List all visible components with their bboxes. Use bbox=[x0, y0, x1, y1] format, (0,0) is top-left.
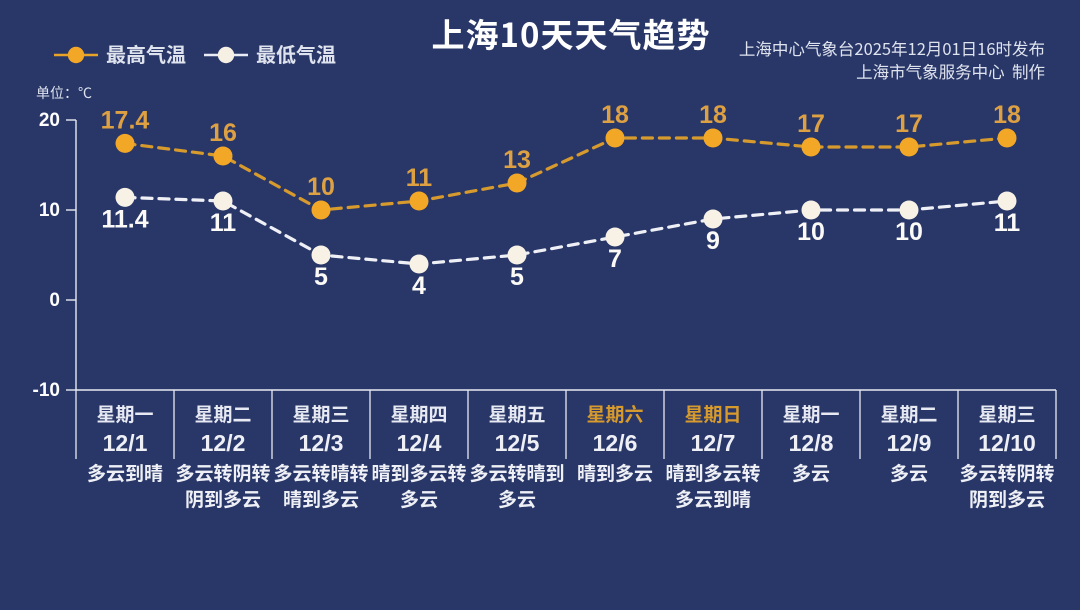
svg-text:星期三: 星期三 bbox=[978, 400, 1035, 427]
svg-text:18: 18 bbox=[601, 101, 629, 129]
svg-text:星期一: 星期一 bbox=[782, 400, 839, 427]
svg-text:20: 20 bbox=[39, 110, 60, 131]
svg-text:多云: 多云 bbox=[400, 485, 438, 512]
svg-text:星期二: 星期二 bbox=[194, 400, 251, 427]
svg-text:12/10: 12/10 bbox=[978, 430, 1036, 456]
svg-text:12/4: 12/4 bbox=[397, 430, 442, 456]
svg-text:0: 0 bbox=[49, 290, 60, 311]
svg-text:12/7: 12/7 bbox=[691, 430, 736, 456]
svg-text:12/6: 12/6 bbox=[593, 430, 638, 456]
svg-text:阴到多云: 阴到多云 bbox=[969, 485, 1045, 512]
svg-text:18: 18 bbox=[993, 101, 1021, 129]
svg-text:12/3: 12/3 bbox=[299, 430, 344, 456]
svg-text:17: 17 bbox=[797, 110, 825, 138]
svg-text:4: 4 bbox=[412, 272, 426, 300]
svg-text:10: 10 bbox=[895, 218, 923, 246]
svg-text:10: 10 bbox=[307, 173, 335, 201]
svg-text:-10: -10 bbox=[33, 380, 60, 401]
svg-text:17.4: 17.4 bbox=[101, 106, 150, 134]
svg-text:11.4: 11.4 bbox=[101, 205, 148, 233]
svg-text:11: 11 bbox=[994, 209, 1021, 237]
svg-text:阴到多云: 阴到多云 bbox=[185, 485, 261, 512]
svg-text:5: 5 bbox=[314, 263, 328, 291]
svg-text:星期一: 星期一 bbox=[96, 400, 153, 427]
svg-text:12/2: 12/2 bbox=[201, 430, 246, 456]
svg-text:多云到晴: 多云到晴 bbox=[675, 485, 751, 512]
svg-text:12/9: 12/9 bbox=[887, 430, 932, 456]
svg-text:星期六: 星期六 bbox=[586, 400, 643, 427]
svg-text:多云: 多云 bbox=[890, 459, 928, 486]
svg-text:晴到多云转: 晴到多云转 bbox=[665, 459, 760, 486]
svg-text:多云: 多云 bbox=[498, 485, 536, 512]
svg-text:晴到多云: 晴到多云 bbox=[283, 485, 359, 512]
svg-text:13: 13 bbox=[503, 146, 531, 174]
svg-text:11: 11 bbox=[406, 164, 433, 192]
svg-text:星期二: 星期二 bbox=[880, 400, 937, 427]
svg-text:多云转晴转: 多云转晴转 bbox=[273, 459, 368, 486]
svg-text:10: 10 bbox=[39, 200, 60, 221]
svg-text:12/5: 12/5 bbox=[495, 430, 540, 456]
svg-text:12/8: 12/8 bbox=[789, 430, 834, 456]
svg-text:9: 9 bbox=[706, 227, 720, 255]
svg-text:11: 11 bbox=[210, 209, 237, 237]
svg-text:星期四: 星期四 bbox=[390, 400, 447, 427]
svg-text:10: 10 bbox=[797, 218, 825, 246]
svg-text:17: 17 bbox=[895, 110, 923, 138]
svg-text:多云转阴转: 多云转阴转 bbox=[175, 459, 270, 486]
svg-text:多云转阴转: 多云转阴转 bbox=[959, 459, 1054, 486]
svg-text:晴到多云转: 晴到多云转 bbox=[371, 459, 466, 486]
svg-text:多云: 多云 bbox=[792, 459, 830, 486]
svg-text:16: 16 bbox=[209, 119, 237, 147]
svg-text:星期三: 星期三 bbox=[292, 400, 349, 427]
svg-text:星期日: 星期日 bbox=[684, 400, 741, 427]
svg-text:多云转晴到: 多云转晴到 bbox=[469, 459, 564, 486]
svg-text:多云到晴: 多云到晴 bbox=[87, 459, 163, 486]
svg-text:12/1: 12/1 bbox=[103, 430, 148, 456]
svg-text:星期五: 星期五 bbox=[488, 400, 545, 427]
svg-text:18: 18 bbox=[699, 101, 727, 129]
svg-text:晴到多云: 晴到多云 bbox=[577, 459, 653, 486]
svg-text:5: 5 bbox=[510, 263, 524, 291]
svg-text:7: 7 bbox=[608, 245, 622, 273]
